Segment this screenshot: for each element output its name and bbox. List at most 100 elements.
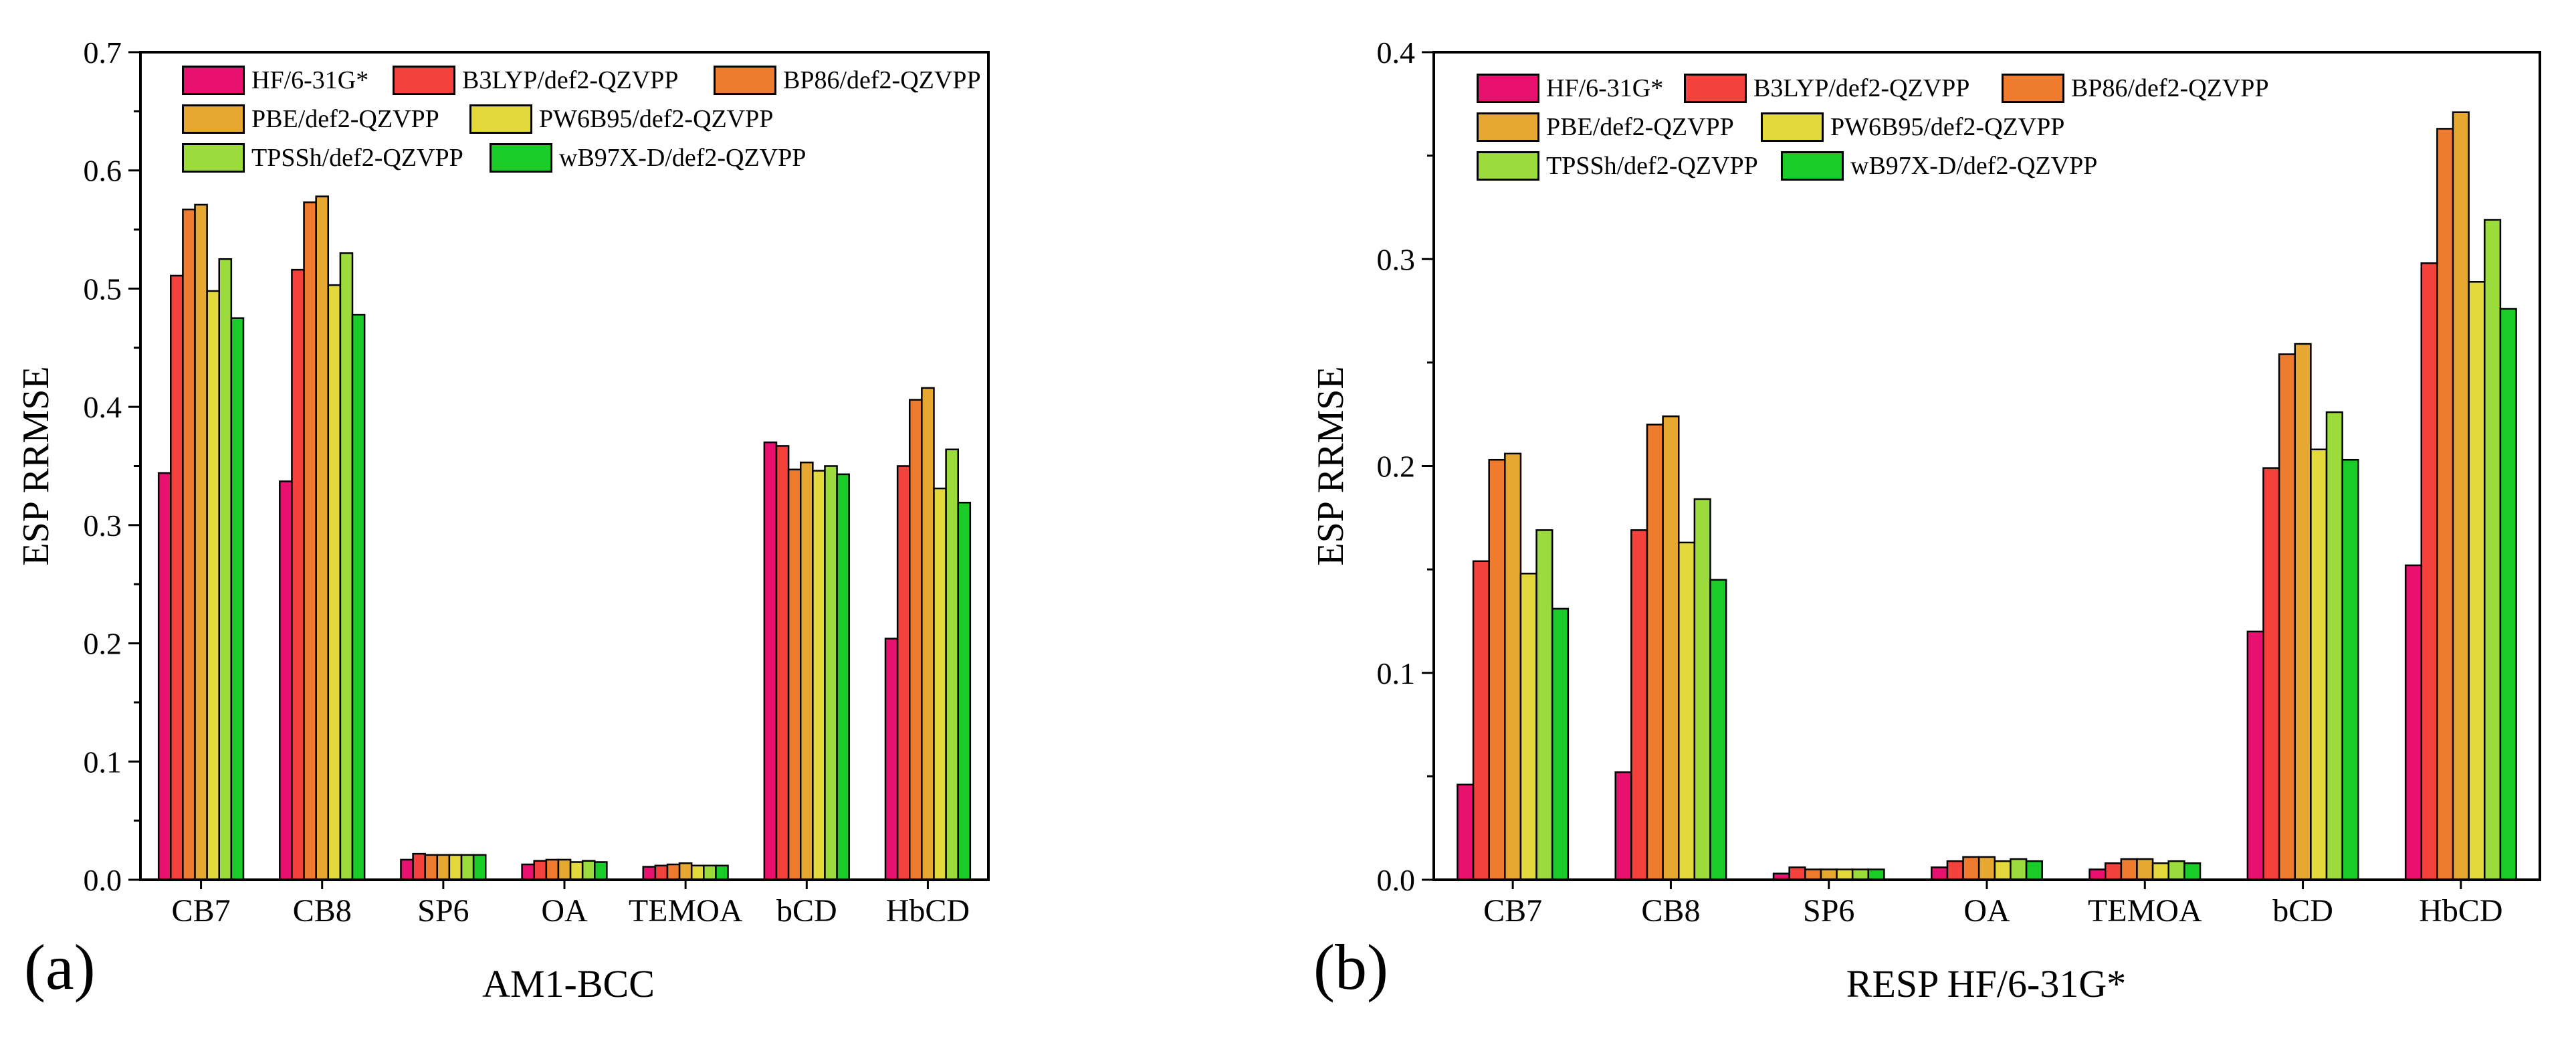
x-tick-label: OA [541,893,588,929]
y-tick-label: 0.7 [84,35,122,70]
bar [1836,868,1854,881]
bar [2325,411,2343,881]
bar [2294,343,2312,881]
legend-b-item: HF/6-31G* [1477,74,1663,103]
bar [291,268,305,881]
bar [921,387,935,881]
bar [557,858,572,881]
bar [194,203,208,881]
x-tick-label: CB8 [1641,893,1700,929]
y-tick-label: 0.2 [84,627,122,661]
legend-label: B3LYP/def2-QZVPP [1753,74,1970,102]
plot-frame [139,51,990,881]
legend-label: PW6B95/def2-QZVPP [1830,113,2065,141]
bar [2151,862,2169,881]
bar [1851,868,1870,881]
y-tick-label: 0.6 [84,154,122,188]
bar [678,862,693,881]
bar [569,861,584,881]
x-tick-label: OA [1963,893,2010,929]
bar [1662,415,1680,881]
bar [315,195,330,881]
legend-swatch [469,104,532,134]
bar [812,470,826,881]
bar [424,854,439,881]
bar [2167,860,2185,881]
bar [581,860,596,881]
legend-swatch [1477,112,1539,142]
bar [170,274,184,881]
bar [690,864,705,881]
legend-swatch [182,66,245,95]
bar [1977,856,1996,881]
legend-a-item: HF/6-31G* [182,66,368,95]
y-axis-label: ESP RRMSE [1310,366,1352,565]
bar [1630,529,1648,881]
legend-b-item: PBE/def2-QZVPP [1477,112,1734,142]
bar [763,441,778,881]
bar [2499,308,2517,881]
bar [787,468,802,881]
legend-b-item: BP86/def2-QZVPP [2002,74,2269,103]
x-tick-label: CB7 [1483,893,1542,929]
legend-a-item: TPSSh/def2-QZVPP [182,143,463,173]
bar [351,314,366,881]
legend-label: B3LYP/def2-QZVPP [462,66,679,94]
bar [545,858,560,881]
bar [279,480,293,881]
x-tick-label: CB7 [172,893,231,929]
x-tick-label: HbCD [886,893,970,929]
bar [2010,858,2028,881]
legend-swatch [1781,151,1844,181]
legend-swatch [1477,74,1539,103]
bar [1488,458,1506,881]
legend-label: BP86/def2-QZVPP [2071,74,2269,102]
bar [703,864,717,881]
y-tick-label: 0.1 [84,745,122,779]
legend-b-item: B3LYP/def2-QZVPP [1684,74,1969,103]
bar [2136,858,2154,881]
bar [2278,353,2296,881]
bar [666,863,681,881]
legend-a-item: wB97X-D/def2-QZVPP [490,143,806,173]
bar [2452,111,2470,881]
bar [1867,868,1885,881]
bar [909,399,923,881]
bar [642,866,657,881]
y-tick-label: 0.4 [84,390,122,424]
legend-swatch [1477,151,1539,181]
y-tick-label: 0.2 [1377,450,1416,484]
bar [2310,448,2328,881]
legend-a-item: B3LYP/def2-QZVPP [393,66,678,95]
bar [1677,541,1696,881]
bar [448,854,463,881]
legend-swatch [393,66,455,95]
y-tick-label: 0.0 [84,863,122,897]
legend-label: BP86/def2-QZVPP [783,66,981,94]
bar [1804,868,1822,881]
bar [1962,856,1980,881]
bar [2262,467,2280,881]
legend-a-item: PBE/def2-QZVPP [182,104,439,134]
bar [836,473,850,881]
legend-label: HF/6-31G* [251,66,369,94]
bar [654,864,669,881]
legend-b-item: TPSSh/def2-QZVPP [1477,151,1758,181]
bar [521,863,535,881]
legend-swatch [490,143,552,173]
bar [2341,458,2359,881]
legend-label: TPSSh/def2-QZVPP [1546,152,1758,180]
bar [1504,452,1522,881]
bar [2120,858,2138,881]
bar [472,854,487,881]
x-tick-label: SP6 [1803,893,1854,929]
legend-swatch [182,104,245,134]
y-tick-label: 0.1 [1377,656,1416,690]
legend-label: HF/6-31G* [1546,74,1664,102]
bar [1709,579,1727,881]
x-axis-label: AM1-BCC [482,962,655,1006]
bar [230,317,245,881]
bar [400,858,414,881]
bar [1614,771,1632,881]
